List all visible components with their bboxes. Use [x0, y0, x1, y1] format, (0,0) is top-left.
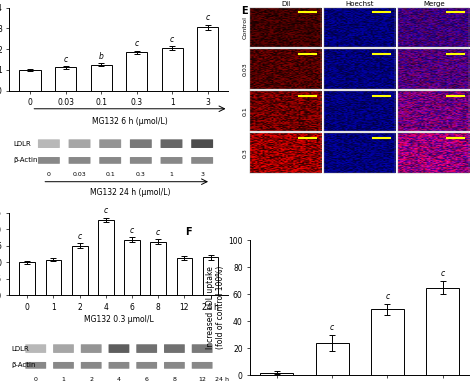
Y-axis label: Increased LDL uptake
(fold of control 100%): Increased LDL uptake (fold of control 10… [206, 266, 226, 350]
Bar [46, 260, 61, 295]
Text: 8: 8 [173, 377, 176, 382]
Bar [177, 259, 192, 295]
FancyBboxPatch shape [25, 362, 46, 369]
FancyBboxPatch shape [192, 362, 212, 369]
FancyBboxPatch shape [137, 362, 157, 369]
Bar [98, 220, 114, 295]
Bar [371, 309, 404, 375]
Title: DiI: DiI [281, 1, 291, 7]
Title: Merge: Merge [423, 1, 445, 7]
Text: c: c [130, 226, 134, 235]
Bar [203, 257, 219, 295]
Text: 0: 0 [34, 377, 38, 382]
Text: c: c [170, 35, 174, 44]
Text: β-Actin: β-Actin [14, 157, 38, 163]
Text: c: c [78, 232, 82, 241]
Text: 0: 0 [47, 172, 51, 177]
Bar [19, 262, 35, 295]
Text: LDLR: LDLR [14, 141, 32, 147]
FancyBboxPatch shape [99, 139, 121, 148]
FancyBboxPatch shape [99, 157, 121, 164]
Bar [19, 70, 41, 90]
Text: 24 h: 24 h [215, 377, 229, 382]
Text: c: c [385, 292, 390, 301]
Text: 1: 1 [170, 172, 173, 177]
Text: c: c [135, 39, 139, 48]
Bar [126, 52, 147, 90]
FancyBboxPatch shape [164, 362, 185, 369]
Bar [124, 240, 140, 295]
Text: c: c [441, 269, 445, 278]
Bar [162, 48, 183, 90]
FancyBboxPatch shape [53, 362, 74, 369]
Text: E: E [241, 6, 247, 16]
Y-axis label: 0.1: 0.1 [243, 106, 247, 116]
Text: 2: 2 [89, 377, 93, 382]
Text: c: c [206, 13, 210, 22]
Text: 0.3: 0.3 [136, 172, 146, 177]
Bar [260, 373, 293, 375]
FancyBboxPatch shape [161, 139, 182, 148]
Bar [426, 288, 459, 375]
Bar [150, 242, 166, 295]
Bar [55, 67, 76, 90]
Y-axis label: Control: Control [243, 16, 247, 39]
Text: LDLR: LDLR [12, 345, 29, 352]
Text: b: b [99, 52, 104, 61]
FancyBboxPatch shape [69, 157, 91, 164]
Title: Hoechst: Hoechst [346, 1, 374, 7]
Text: MG132 6 h (μmol/L): MG132 6 h (μmol/L) [92, 117, 168, 126]
FancyBboxPatch shape [161, 157, 182, 164]
FancyBboxPatch shape [81, 362, 101, 369]
X-axis label: MG132 0.3 μmol/L: MG132 0.3 μmol/L [84, 315, 154, 324]
FancyBboxPatch shape [164, 344, 185, 353]
Text: F: F [185, 227, 191, 237]
Text: 12: 12 [198, 377, 206, 382]
Bar [72, 246, 88, 295]
FancyBboxPatch shape [130, 157, 152, 164]
Text: c: c [64, 55, 68, 64]
Text: 6: 6 [145, 377, 149, 382]
FancyBboxPatch shape [25, 344, 46, 353]
Y-axis label: 0.3: 0.3 [243, 148, 247, 158]
Text: c: c [104, 206, 108, 215]
Text: MG132 24 h (μmol/L): MG132 24 h (μmol/L) [90, 188, 170, 198]
FancyBboxPatch shape [191, 157, 213, 164]
FancyBboxPatch shape [130, 139, 152, 148]
FancyBboxPatch shape [109, 362, 129, 369]
FancyBboxPatch shape [81, 344, 101, 353]
FancyBboxPatch shape [38, 157, 60, 164]
Text: 3: 3 [200, 172, 204, 177]
Y-axis label: 0.03: 0.03 [243, 62, 247, 76]
Text: 1: 1 [62, 377, 65, 382]
Text: 0.03: 0.03 [73, 172, 86, 177]
Text: c: c [156, 228, 160, 237]
Bar [316, 343, 349, 375]
Text: β-Actin: β-Actin [12, 362, 36, 368]
FancyBboxPatch shape [137, 344, 157, 353]
FancyBboxPatch shape [192, 344, 212, 353]
FancyBboxPatch shape [69, 139, 91, 148]
FancyBboxPatch shape [53, 344, 74, 353]
FancyBboxPatch shape [191, 139, 213, 148]
FancyBboxPatch shape [109, 344, 129, 353]
Bar [197, 27, 219, 90]
Text: 4: 4 [117, 377, 121, 382]
Text: 0.1: 0.1 [105, 172, 115, 177]
FancyBboxPatch shape [38, 139, 60, 148]
Text: c: c [330, 323, 334, 332]
Bar [91, 65, 112, 90]
